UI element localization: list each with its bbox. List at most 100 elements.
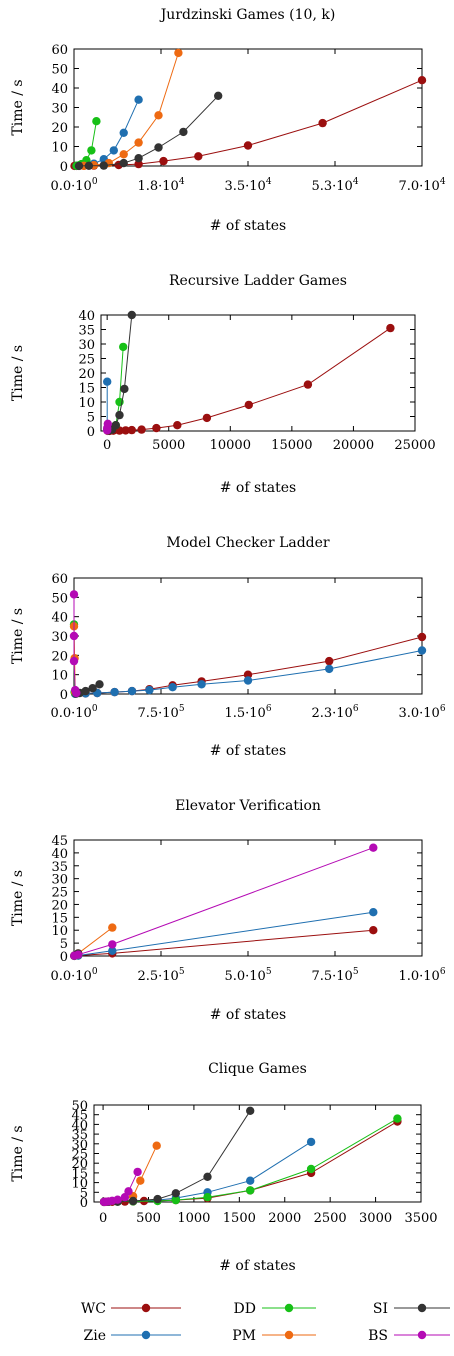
point-Zie — [306, 1137, 316, 1147]
x-tick-label: 1.5·106 — [224, 704, 271, 721]
y-tick-label: 60 — [51, 43, 68, 58]
point-DD — [246, 1186, 255, 1195]
y-axis-label: Time / s — [10, 608, 26, 664]
point-SI — [99, 161, 109, 170]
legend-label: WC — [81, 1301, 106, 1317]
point-DD — [203, 1193, 212, 1202]
point-SI — [153, 1194, 162, 1204]
y-tick-label: 10 — [51, 141, 68, 156]
point-WC — [173, 421, 182, 430]
chart-title: Model Checker Ladder — [166, 535, 330, 551]
point-WC — [134, 159, 143, 169]
point-Zie — [243, 676, 253, 685]
legend-marker — [417, 1303, 427, 1313]
point-WC — [127, 425, 136, 435]
chart-title: Clique Games — [208, 1061, 307, 1077]
point-SI — [127, 310, 136, 320]
x-tick-label: 3.5·104 — [224, 177, 271, 194]
series-group — [70, 48, 427, 171]
point-DD — [119, 342, 128, 352]
point-BS — [72, 688, 81, 698]
y-axis-label: Time / s — [10, 870, 26, 926]
point-SI — [111, 421, 121, 430]
point-SI — [128, 1196, 138, 1206]
x-tick-label: 1.8·104 — [137, 177, 184, 194]
point-SI — [214, 91, 223, 101]
x-tick-label: 20000 — [333, 438, 374, 453]
chart-title: Elevator Verification — [175, 798, 321, 814]
x-tick-label: 0.0·100 — [50, 967, 97, 984]
point-PM — [136, 1176, 145, 1185]
y-tick-label: 50 — [71, 1099, 88, 1114]
point-Zie — [145, 685, 154, 695]
point-Zie — [127, 686, 137, 696]
point-WC — [243, 141, 253, 150]
legend-item-SI: SI — [373, 1301, 450, 1317]
point-SI — [120, 384, 129, 394]
x-tick-label: 5.0·105 — [224, 967, 271, 984]
point-BS — [124, 1187, 133, 1196]
point-PM — [174, 48, 183, 58]
y-tick-label: 0 — [87, 425, 95, 440]
legend-item-Zie: Zie — [84, 1328, 181, 1344]
plot-frame — [100, 314, 416, 432]
plot-frame — [73, 839, 423, 957]
point-WC — [137, 425, 146, 434]
x-tick-label: 2.5·105 — [137, 967, 184, 984]
point-SI — [74, 161, 84, 171]
y-tick-label: 5 — [80, 1186, 88, 1201]
x-tick-label: 2500 — [314, 1211, 347, 1226]
x-axis-label: # of states — [210, 1007, 287, 1023]
point-Zie — [417, 646, 427, 655]
point-BS — [108, 940, 117, 949]
point-BS — [69, 656, 79, 666]
point-BS — [103, 419, 113, 428]
x-tick-label: 1000 — [177, 1211, 210, 1226]
point-DD — [393, 1114, 402, 1123]
y-tick-label: 20 — [78, 367, 95, 382]
y-tick-label: 40 — [51, 847, 68, 862]
y-tick-label: 40 — [78, 309, 95, 324]
y-tick-label: 30 — [51, 102, 68, 117]
point-BS — [69, 590, 79, 599]
y-axis-label: Time / s — [10, 1125, 26, 1181]
point-SI — [203, 1172, 212, 1182]
point-SI — [88, 684, 97, 693]
legend: WC DD SI Zie PM BS — [81, 1301, 450, 1344]
point-WC — [417, 632, 427, 642]
legend-item-DD: DD — [234, 1301, 316, 1317]
point-WC — [303, 380, 313, 389]
chart-panel-3: Model Checker Ladder 0 10 20 30 40 50 60 0.0·100… — [10, 535, 446, 759]
point-WC — [121, 426, 130, 435]
point-Zie — [109, 146, 119, 155]
x-tick-label: 25000 — [394, 438, 435, 453]
series-line-PM — [83, 52, 179, 167]
point-Zie — [108, 946, 117, 955]
x-tick-label: 2000 — [268, 1211, 301, 1226]
point-Zie — [197, 680, 206, 689]
x-axis-label: # of states — [210, 743, 287, 759]
series-group — [99, 1106, 402, 1207]
point-Zie — [168, 683, 177, 692]
y-tick-label: 35 — [78, 324, 95, 339]
y-tick-label: 15 — [78, 382, 95, 397]
series-line-Zie — [76, 99, 140, 167]
y-tick-label: 25 — [78, 353, 95, 368]
point-PM — [108, 923, 117, 932]
y-tick-label: 15 — [71, 1167, 88, 1182]
x-tick-label: 0 — [103, 438, 111, 453]
x-axis-label: # of states — [220, 480, 297, 496]
y-tick-label: 50 — [51, 63, 68, 78]
x-tick-label: 0 — [99, 1211, 107, 1226]
x-tick-label: 7.5·105 — [311, 967, 358, 984]
chart-panel-1: Jurdzinski Games (10, k) 0 10 20 30 40 50 60 0.0… — [10, 7, 446, 234]
series-line-WC — [75, 636, 423, 695]
y-tick-label: 35 — [51, 860, 68, 875]
series-group — [69, 590, 427, 698]
legend-label: SI — [373, 1301, 388, 1317]
point-BS — [113, 1195, 122, 1204]
x-tick-label: 5000 — [152, 438, 185, 453]
y-tick-label: 30 — [51, 630, 68, 645]
y-tick-label: 60 — [51, 572, 68, 587]
